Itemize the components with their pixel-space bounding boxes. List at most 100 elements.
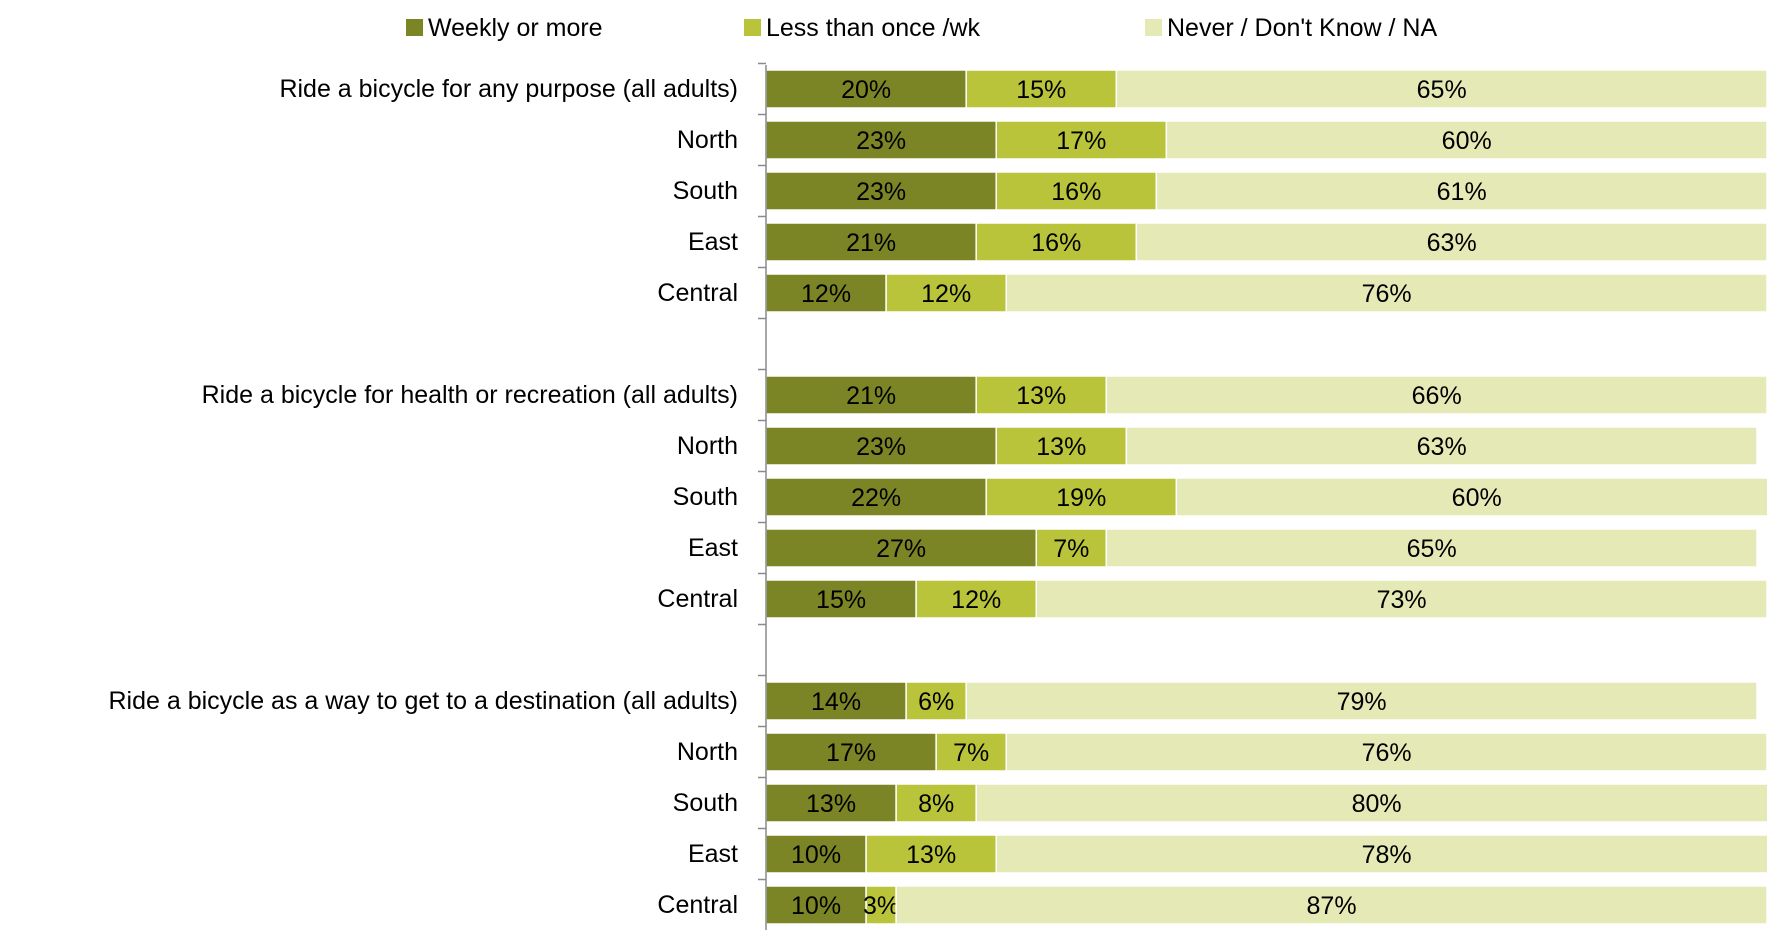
category-label: North [677, 432, 738, 460]
legend-swatch [1145, 19, 1162, 36]
data-label: 66% [1412, 382, 1462, 410]
data-label: 14% [811, 688, 861, 716]
data-label: 60% [1442, 127, 1492, 155]
legend-label: Never / Don't Know / NA [1167, 14, 1437, 42]
bar-segment [965, 69, 1118, 109]
data-label: 21% [846, 229, 896, 257]
legend-label: Weekly or more [428, 14, 603, 42]
bar-segment [865, 834, 997, 874]
bar-segment [985, 477, 1178, 517]
bars: 20% 15% 65% 23% 17% 60% 23% 16% 61% 21% 16% 63% 12% 1… [765, 69, 1767, 925]
bar-segment [965, 681, 1758, 721]
bar-segment [765, 273, 887, 313]
bar-segment [975, 783, 1767, 823]
bar-segment [765, 477, 987, 517]
bar-segment [765, 120, 997, 160]
bar-segment [995, 120, 1168, 160]
data-label: 13% [1036, 433, 1086, 461]
category-label: Ride a bicycle for any purpose (all adul… [279, 75, 738, 103]
category-labels: Ride a bicycle for any purpose (all adul… [108, 75, 738, 919]
bar-segment [915, 579, 1038, 619]
category-label: South [673, 177, 738, 205]
bar-segment [1165, 120, 1767, 160]
bar-segment [765, 528, 1038, 568]
data-label: 12% [801, 280, 851, 308]
bar-segment [1035, 528, 1108, 568]
data-label: 17% [1056, 127, 1106, 155]
data-label: 73% [1377, 586, 1427, 614]
data-label: 23% [856, 178, 906, 206]
bar-segment [1105, 375, 1767, 415]
category-label: East [688, 840, 738, 868]
bar-segment [1005, 732, 1767, 772]
data-label: 63% [1417, 433, 1467, 461]
y-axis [758, 62, 767, 930]
bar-segment [765, 69, 967, 109]
data-label: 27% [876, 535, 926, 563]
data-label: 8% [918, 790, 954, 818]
data-label: 12% [951, 586, 1001, 614]
data-label: 15% [816, 586, 866, 614]
bar-segment [1105, 528, 1758, 568]
data-label: 7% [953, 739, 989, 767]
bar-segment [765, 426, 997, 466]
data-label: 23% [856, 433, 906, 461]
category-label: South [673, 789, 738, 817]
bar-segment [1155, 171, 1767, 211]
bar-segment [885, 273, 1007, 313]
category-label: Central [657, 585, 738, 613]
bar-segment [1135, 222, 1767, 262]
legend: Weekly or more Less than once /wk Never / … [406, 14, 1437, 42]
bar-segment [895, 783, 977, 823]
bar-segment [895, 885, 1767, 925]
category-label: South [673, 483, 738, 511]
bar-segment [1115, 69, 1767, 109]
legend-swatch [406, 19, 423, 36]
data-label: 21% [846, 382, 896, 410]
data-label: 76% [1362, 280, 1412, 308]
data-label: 78% [1362, 841, 1412, 869]
category-label: North [677, 738, 738, 766]
legend-swatch [744, 19, 761, 36]
data-label: 60% [1452, 484, 1502, 512]
data-label: 12% [921, 280, 971, 308]
bar-segment [1005, 273, 1767, 313]
category-label: Ride a bicycle as a way to get to a dest… [108, 687, 738, 715]
data-label: 3% [863, 892, 899, 920]
data-label: 22% [851, 484, 901, 512]
category-label: Central [657, 279, 738, 307]
bar-segment [765, 681, 907, 721]
data-label: 65% [1407, 535, 1457, 563]
bar-segment [765, 375, 977, 415]
bar-segment [1175, 477, 1767, 517]
data-label: 7% [1053, 535, 1089, 563]
bar-segment [905, 681, 967, 721]
category-label: Ride a bicycle for health or recreation … [202, 381, 738, 409]
data-label: 6% [918, 688, 954, 716]
data-label: 19% [1056, 484, 1106, 512]
data-label: 13% [1016, 382, 1066, 410]
data-label: 16% [1051, 178, 1101, 206]
data-label: 76% [1362, 739, 1412, 767]
data-label: 65% [1417, 76, 1467, 104]
data-label: 17% [826, 739, 876, 767]
data-label: 79% [1337, 688, 1387, 716]
data-label: 10% [791, 841, 841, 869]
category-label: East [688, 228, 738, 256]
bar-segment [995, 171, 1158, 211]
data-label: 10% [791, 892, 841, 920]
data-label: 13% [806, 790, 856, 818]
data-label: 15% [1016, 76, 1066, 104]
bar-segment [1035, 579, 1767, 619]
data-label: 20% [841, 76, 891, 104]
data-label: 61% [1437, 178, 1487, 206]
category-label: North [677, 126, 738, 154]
category-label: Central [657, 891, 738, 919]
category-label: East [688, 534, 738, 562]
data-label: 80% [1352, 790, 1402, 818]
bar-segment [995, 834, 1767, 874]
data-label: 16% [1031, 229, 1081, 257]
bar-segment [1125, 426, 1758, 466]
bar-segment [765, 579, 917, 619]
